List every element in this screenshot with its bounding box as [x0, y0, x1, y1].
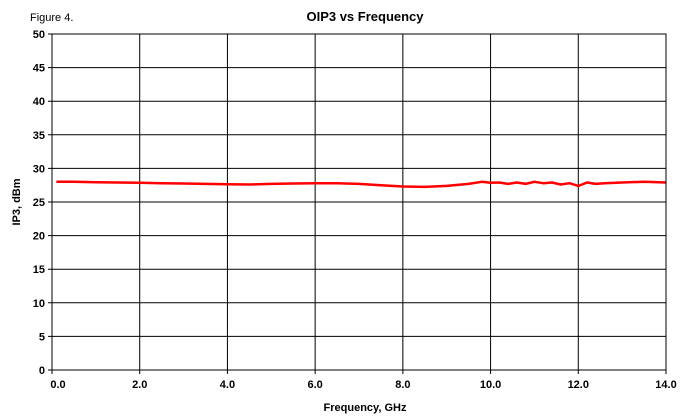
y-tick-label: 45 — [33, 63, 45, 75]
y-tick-label: 40 — [33, 96, 45, 108]
y-axis-title: IP3, dBm — [11, 178, 23, 225]
y-tick-label: 20 — [33, 231, 45, 243]
series-line-oip3 — [56, 180, 667, 189]
x-tick-label: 0.0 — [50, 379, 65, 391]
x-tick-label: 12.0 — [568, 379, 589, 391]
y-tick-label: 0 — [39, 365, 45, 377]
y-tick-label: 35 — [33, 130, 45, 142]
x-tick-label: 4.0 — [220, 379, 235, 391]
y-tick-label: 25 — [33, 197, 45, 209]
grid — [48, 33, 667, 374]
figure-label: Figure 4. — [30, 12, 73, 24]
y-tick-label: 5 — [39, 331, 45, 343]
y-tick-label: 50 — [33, 29, 45, 41]
x-tick-label: 2.0 — [132, 379, 147, 391]
x-tick-label: 6.0 — [307, 379, 322, 391]
x-tick-label: 8.0 — [395, 379, 410, 391]
x-axis-title: Frequency, GHz — [324, 402, 407, 414]
series-layer — [56, 180, 667, 189]
y-tick-label: 10 — [33, 298, 45, 310]
tick-labels: 0.0 2.0 4.0 6.0 8.0 10.0 12.0 14.0 0 5 10 15 20 25 30 3… — [33, 29, 677, 391]
chart-title: OIP3 vs Frequency — [306, 9, 424, 24]
y-tick-label: 15 — [33, 264, 45, 276]
plot-frame — [51, 33, 667, 371]
x-tick-label: 10.0 — [480, 379, 501, 391]
x-tick-label: 14.0 — [655, 379, 676, 391]
y-tick-label: 30 — [33, 163, 45, 175]
